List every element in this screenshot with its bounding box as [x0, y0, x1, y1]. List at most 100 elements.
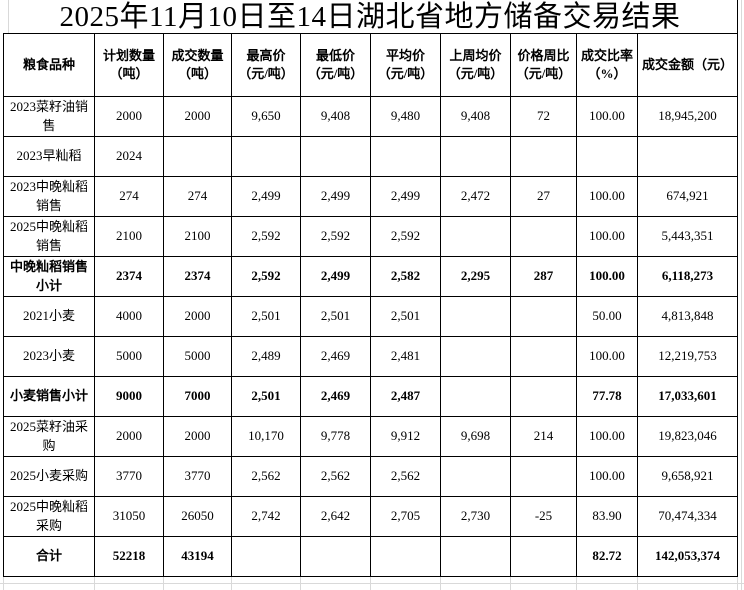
- value-cell: 43194: [163, 536, 232, 577]
- value-cell: 2,487: [370, 376, 441, 417]
- table-row: 2023早籼稻 2024: [3, 136, 738, 177]
- sheet-gridline: [231, 577, 232, 590]
- sheet-gridline: [741, 0, 742, 590]
- value-cell: 2,592: [231, 216, 301, 257]
- value-cell: [231, 536, 301, 577]
- row-label-cell: 2023中晚籼稻销售: [3, 176, 95, 217]
- column-header: 最低价 （元/吨）: [300, 33, 371, 97]
- value-cell: 214: [510, 416, 577, 457]
- table-row: 2025中晚籼稻销售 2100 2100 2,592 2,592 2,592 100.00 5…: [3, 216, 738, 257]
- row-label-cell: 2023小麦: [3, 336, 95, 377]
- sheet-gridline: [300, 577, 301, 590]
- row-label-cell: 合计: [3, 536, 95, 577]
- value-cell: 2000: [163, 296, 232, 337]
- row-label-cell: 2025小麦采购: [3, 456, 95, 497]
- column-header: 平均价 （元/吨）: [370, 33, 441, 97]
- value-cell: [231, 136, 301, 177]
- value-cell: 2,592: [370, 216, 441, 257]
- row-label-cell: 2025中晚籼稻采购: [3, 496, 95, 537]
- row-label-cell: 2025菜籽油采购: [3, 416, 95, 457]
- value-cell: 2,582: [370, 256, 441, 297]
- value-cell: [440, 216, 511, 257]
- header-row: 粮食品种 计划数量 （吨） 成交数量 （吨） 最高价 （元/吨） 最低价 （元/吨） 平均…: [3, 33, 738, 97]
- value-cell: 10,170: [231, 416, 301, 457]
- value-cell: [510, 456, 577, 497]
- value-cell: 9,480: [370, 96, 441, 137]
- value-cell: 3770: [94, 456, 164, 497]
- column-header: 成交金额（元）: [637, 33, 738, 97]
- table-row: 合计 52218 43194 82.72 142,053,374: [3, 536, 738, 577]
- value-cell: 274: [94, 176, 164, 217]
- value-cell: [440, 536, 511, 577]
- value-cell: 2,469: [300, 336, 371, 377]
- value-cell: [440, 336, 511, 377]
- value-cell: 9,408: [440, 96, 511, 137]
- value-cell: 100.00: [576, 256, 638, 297]
- value-cell: 9000: [94, 376, 164, 417]
- value-cell: 7000: [163, 376, 232, 417]
- value-cell: 6,118,273: [637, 256, 738, 297]
- value-cell: 2,481: [370, 336, 441, 377]
- value-cell: 18,945,200: [637, 96, 738, 137]
- value-cell: 100.00: [576, 216, 638, 257]
- value-cell: 2,499: [300, 256, 371, 297]
- table-row: 2025菜籽油采购 2000 2000 10,170 9,778 9,912 9,698 21…: [3, 416, 738, 457]
- value-cell: 2,501: [300, 296, 371, 337]
- sheet-gridline: [576, 577, 577, 590]
- value-cell: [300, 536, 371, 577]
- value-cell: 2100: [163, 216, 232, 257]
- value-cell: 5000: [94, 336, 164, 377]
- value-cell: [510, 296, 577, 337]
- value-cell: 70,474,334: [637, 496, 738, 537]
- value-cell: -25: [510, 496, 577, 537]
- value-cell: 3770: [163, 456, 232, 497]
- value-cell: 72: [510, 96, 577, 137]
- value-cell: 19,823,046: [637, 416, 738, 457]
- table-row: 2021小麦 4000 2000 2,501 2,501 2,501 50.00 4,813,…: [3, 296, 738, 337]
- value-cell: 12,219,753: [637, 336, 738, 377]
- value-cell: 2,499: [300, 176, 371, 217]
- value-cell: 2,501: [231, 296, 301, 337]
- value-cell: 9,698: [440, 416, 511, 457]
- value-cell: 274: [163, 176, 232, 217]
- value-cell: 5000: [163, 336, 232, 377]
- value-cell: 9,650: [231, 96, 301, 137]
- value-cell: [300, 136, 371, 177]
- column-header: 上周均价 （元/吨）: [440, 33, 511, 97]
- value-cell: 2,705: [370, 496, 441, 537]
- value-cell: [440, 376, 511, 417]
- value-cell: [370, 536, 441, 577]
- value-cell: 9,658,921: [637, 456, 738, 497]
- value-cell: 83.90: [576, 496, 638, 537]
- page-title: 2025年11月10日至14日湖北省地方储备交易结果: [3, 0, 738, 33]
- value-cell: 2,295: [440, 256, 511, 297]
- row-label-cell: 2023菜籽油销售: [3, 96, 95, 137]
- sheet-gridline: [440, 577, 441, 590]
- value-cell: 2,592: [231, 256, 301, 297]
- results-table: 粮食品种 计划数量 （吨） 成交数量 （吨） 最高价 （元/吨） 最低价 （元/吨） 平均…: [3, 33, 738, 577]
- value-cell: 5,443,351: [637, 216, 738, 257]
- sheet-gridline: [94, 577, 95, 590]
- sheet-gridline: [637, 577, 638, 590]
- row-label-cell: 2023早籼稻: [3, 136, 95, 177]
- value-cell: 9,408: [300, 96, 371, 137]
- table-row: 2023菜籽油销售 2000 2000 9,650 9,408 9,480 9,408 72 1…: [3, 96, 738, 137]
- value-cell: 2,499: [370, 176, 441, 217]
- value-cell: 2000: [94, 416, 164, 457]
- value-cell: 100.00: [576, 176, 638, 217]
- value-cell: [576, 136, 638, 177]
- value-cell: 9,778: [300, 416, 371, 457]
- table-row: 2025小麦采购 3770 3770 2,562 2,562 2,562 100.00 9,6…: [3, 456, 738, 497]
- row-label-cell: 中晚籼稻销售小计: [3, 256, 95, 297]
- row-label-cell: 2025中晚籼稻销售: [3, 216, 95, 257]
- column-header: 价格周比 （元/吨）: [510, 33, 577, 97]
- value-cell: [510, 336, 577, 377]
- sheet-gridline: [3, 577, 4, 590]
- value-cell: 674,921: [637, 176, 738, 217]
- value-cell: 2,499: [231, 176, 301, 217]
- value-cell: [510, 136, 577, 177]
- row-label-cell: 2021小麦: [3, 296, 95, 337]
- value-cell: 2,562: [231, 456, 301, 497]
- value-cell: 142,053,374: [637, 536, 738, 577]
